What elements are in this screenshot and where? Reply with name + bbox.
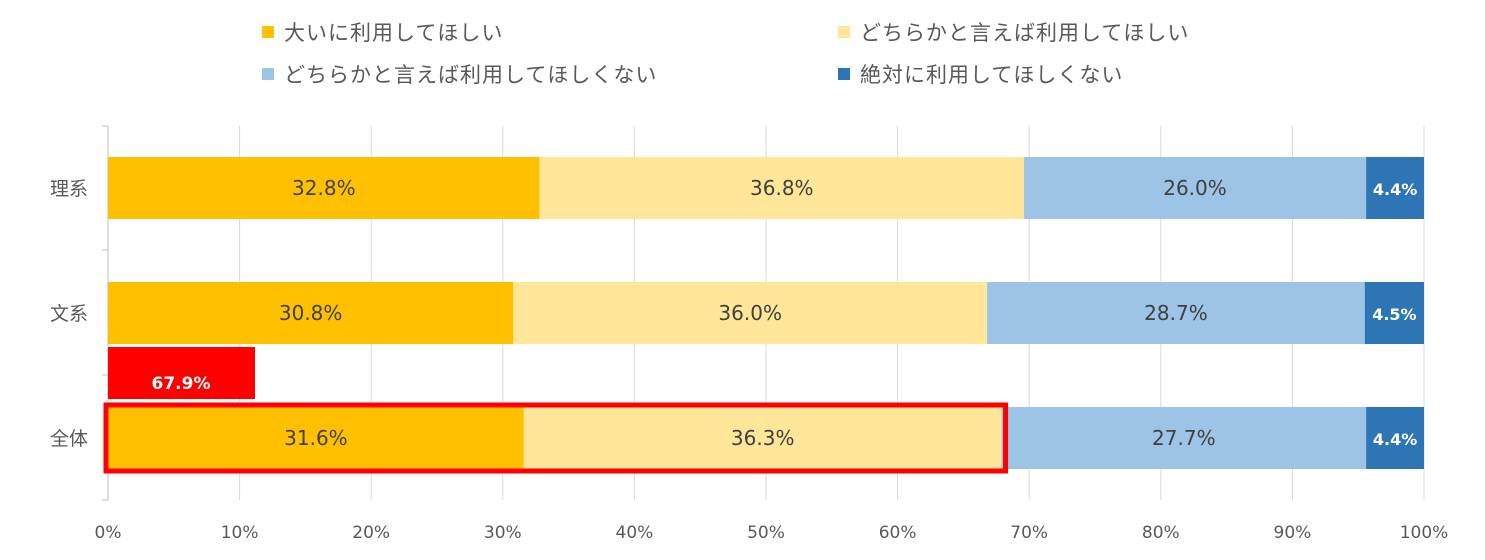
data-label-1-1: 36.0% — [718, 301, 782, 325]
legend-label-0: 大いに利用してほしい — [284, 21, 504, 45]
data-label-2-1: 36.3% — [731, 426, 795, 450]
bar-segment-2-3 — [1366, 407, 1424, 469]
bar-segment-0-3 — [1366, 157, 1424, 219]
legend-item-0: 大いに利用してほしい — [262, 17, 503, 47]
legend-item-2: どちらかと言えば利用してほしくない — [262, 59, 657, 89]
data-label-0-3: 4.4% — [1373, 180, 1417, 199]
data-label-0-0: 32.8% — [292, 176, 356, 200]
legend-swatch-0 — [262, 26, 274, 38]
data-label-2-3: 4.4% — [1373, 430, 1417, 449]
bar-segment-1-0 — [108, 282, 514, 344]
x-tick-label-0: 0% — [95, 523, 122, 543]
category-label-2: 全体 — [50, 428, 88, 450]
bar-segment-0-1 — [539, 157, 1024, 219]
legend-label-1: どちらかと言えば利用してほしい — [860, 21, 1190, 45]
bar-segment-2-0 — [108, 407, 524, 469]
x-tick-label-1: 10% — [221, 523, 259, 543]
bar-segment-1-2 — [987, 282, 1365, 344]
x-tick-label-3: 30% — [484, 523, 522, 543]
bar-segment-1-1 — [513, 282, 988, 344]
bar-segment-2-1 — [523, 407, 1002, 469]
legend-swatch-1 — [838, 26, 850, 38]
x-tick-label-4: 40% — [616, 523, 654, 543]
data-label-0-2: 26.0% — [1163, 176, 1227, 200]
highlight-box — [103, 402, 1009, 474]
data-label-1-0: 30.8% — [279, 301, 343, 325]
highlight-callout-box — [108, 347, 255, 399]
x-tick-label-7: 70% — [1010, 523, 1048, 543]
legend-label-3: 絶対に利用してほしくない — [860, 63, 1124, 87]
bar-segment-1-3 — [1364, 282, 1424, 344]
x-tick-label-8: 80% — [1142, 523, 1180, 543]
x-tick-label-9: 90% — [1274, 523, 1312, 543]
x-tick-label-10: 100% — [1400, 523, 1449, 543]
legend-item-1: どちらかと言えば利用してほしい — [838, 17, 1189, 47]
legend-item-3: 絶対に利用してほしくない — [838, 59, 1123, 89]
legend-swatch-3 — [838, 68, 850, 80]
bar-segment-2-2 — [1001, 407, 1367, 469]
x-tick-label-6: 60% — [879, 523, 917, 543]
category-label-1: 文系 — [50, 303, 88, 325]
data-label-2-2: 27.7% — [1152, 426, 1216, 450]
data-label-2-0: 31.6% — [284, 426, 348, 450]
legend-swatch-2 — [262, 68, 274, 80]
highlight-callout-label: 67.9% — [152, 374, 211, 394]
bar-segment-0-0 — [108, 157, 540, 219]
data-label-1-2: 28.7% — [1144, 301, 1208, 325]
data-label-0-1: 36.8% — [750, 176, 814, 200]
data-label-1-3: 4.5% — [1372, 305, 1416, 324]
x-tick-label-2: 20% — [352, 523, 390, 543]
legend-label-2: どちらかと言えば利用してほしくない — [284, 63, 658, 87]
category-label-0: 理系 — [50, 178, 88, 200]
x-tick-label-5: 50% — [747, 523, 785, 543]
bar-segment-0-2 — [1023, 157, 1367, 219]
